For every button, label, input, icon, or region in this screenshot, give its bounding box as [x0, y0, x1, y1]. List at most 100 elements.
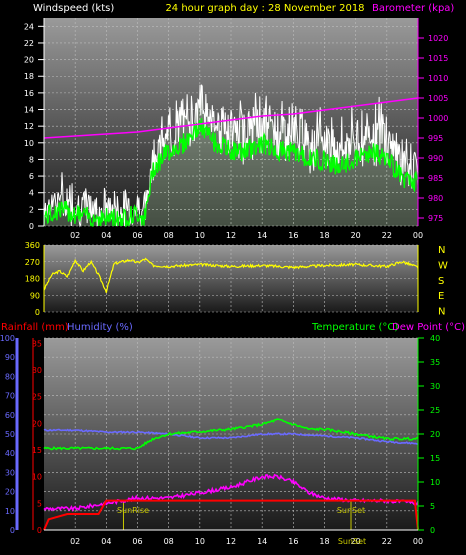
- wind-x-tick: 10: [195, 231, 205, 240]
- humidity-y-tick: 80: [5, 372, 15, 381]
- series-barometer: [43, 97, 419, 139]
- direction-y-tick: 270: [25, 258, 40, 267]
- temperature-y-tick: 15: [430, 454, 440, 463]
- humidity-y-tick: 70: [5, 392, 15, 401]
- humidity-y-tick: 30: [5, 468, 15, 477]
- wind-y-tick: 18: [24, 72, 34, 81]
- temperature-axis-title: Temperature (°C): [311, 322, 398, 333]
- wind-y-tick: 22: [24, 39, 34, 48]
- series-wind-average: [43, 118, 419, 228]
- rainfall-y-tick: 15: [32, 446, 42, 455]
- lower-x-tick: 08: [164, 537, 174, 546]
- barometer-y-tick: 1000: [428, 114, 448, 123]
- rainfall-y-tick: 30: [32, 366, 42, 375]
- wind-x-tick: 12: [226, 231, 236, 240]
- barometer-axis-title: Barometer (kpa): [372, 3, 454, 14]
- rainfall-y-tick: 20: [32, 419, 42, 428]
- barometer-y-tick: 1015: [428, 54, 448, 63]
- rainfall-y-tick: 5: [37, 499, 42, 508]
- humidity-axis-title: Humidity (%): [67, 322, 133, 333]
- barometer-y-tick: 975: [428, 214, 443, 223]
- wind-x-tick: 08: [164, 231, 174, 240]
- wind-y-tick: 14: [24, 106, 34, 115]
- temperature-y-tick: 20: [430, 430, 440, 439]
- direction-y-tick: 90: [30, 291, 40, 300]
- lower-x-tick: 00: [413, 537, 423, 546]
- lower-x-tick: 12: [226, 537, 236, 546]
- humidity-y-tick: 40: [5, 449, 15, 458]
- wind-x-tick: 06: [132, 231, 142, 240]
- temperature-y-tick: 25: [430, 406, 440, 415]
- rainfall-y-tick: 35: [32, 339, 42, 348]
- temperature-y-tick: 5: [430, 502, 435, 511]
- humidity-y-tick: 100: [0, 334, 15, 343]
- humidity-y-tick: 0: [10, 526, 15, 535]
- rainfall-y-tick: 0: [37, 526, 42, 535]
- barometer-y-tick: 980: [428, 194, 443, 203]
- temperature-y-tick: 0: [430, 526, 435, 535]
- wind-x-tick: 20: [351, 231, 361, 240]
- wind-y-tick: 6: [29, 172, 34, 181]
- barometer-y-tick: 985: [428, 174, 443, 183]
- compass-label: S: [438, 276, 444, 287]
- wind-y-tick: 20: [24, 56, 34, 65]
- lower-x-tick: 16: [288, 537, 298, 546]
- wind-x-tick: 16: [288, 231, 298, 240]
- wind-y-tick: 16: [24, 89, 34, 98]
- rainfall-y-tick: 25: [32, 393, 42, 402]
- wind-x-tick: 04: [101, 231, 111, 240]
- humidity-y-tick: 90: [5, 353, 15, 362]
- lower-x-tick: 20: [351, 537, 361, 546]
- wind-y-tick: 12: [24, 122, 34, 131]
- series-humidity: [43, 428, 419, 445]
- wind-y-tick: 10: [24, 139, 34, 148]
- rainfall-y-tick: 10: [32, 473, 42, 482]
- rainfall-axis-title: Rainfall (mm): [1, 322, 69, 333]
- series-wind-direction: [43, 257, 419, 293]
- humidity-y-tick: 20: [5, 488, 15, 497]
- wind-x-tick: 14: [257, 231, 267, 240]
- wind-x-tick: 22: [382, 231, 392, 240]
- lower-x-tick: 18: [319, 537, 329, 546]
- lower-x-tick: 02: [70, 537, 80, 546]
- series-dewpoint: [43, 473, 419, 512]
- wind-y-tick: 2: [29, 205, 34, 214]
- compass-label: N: [438, 245, 445, 256]
- wind-x-tick: 18: [319, 231, 329, 240]
- barometer-y-tick: 1005: [428, 94, 448, 103]
- series-rainfall: [43, 499, 419, 531]
- direction-y-tick: 180: [25, 275, 40, 284]
- wind-y-tick: 4: [29, 189, 34, 198]
- humidity-y-tick: 60: [5, 411, 15, 420]
- compass-label: W: [438, 260, 448, 271]
- lower-x-tick: 06: [132, 537, 142, 546]
- wind-x-tick: 02: [70, 231, 80, 240]
- humidity-y-tick: 50: [5, 430, 15, 439]
- temperature-y-tick: 10: [430, 478, 440, 487]
- sunset-label: SunSet: [337, 506, 365, 515]
- wind-y-tick: 8: [29, 155, 34, 164]
- wind-y-tick: 0: [29, 222, 34, 231]
- lower-x-tick: 04: [101, 537, 111, 546]
- lower-x-tick: 22: [382, 537, 392, 546]
- wind-x-tick: 00: [413, 231, 423, 240]
- humidity-y-tick: 10: [5, 507, 15, 516]
- temperature-y-tick: 35: [430, 358, 440, 367]
- temperature-y-tick: 30: [430, 382, 440, 391]
- direction-y-tick: 360: [25, 241, 40, 250]
- barometer-y-tick: 1020: [428, 34, 448, 43]
- dewpoint-axis-title: Dew Point (°C): [392, 322, 465, 333]
- lower-x-tick: 14: [257, 537, 267, 546]
- compass-label: E: [438, 291, 444, 302]
- wind-axis-title: Windspeed (kts): [33, 3, 114, 14]
- chart-title: 24 hour graph day : 28 November 2018: [165, 3, 364, 14]
- temperature-y-tick: 40: [430, 334, 440, 343]
- series-temperature: [43, 418, 419, 451]
- barometer-y-tick: 990: [428, 154, 443, 163]
- sunset-axis-label: SunSet: [338, 537, 366, 546]
- barometer-y-tick: 995: [428, 134, 443, 143]
- sunrise-label: SunRise: [117, 506, 149, 515]
- wind-y-tick: 24: [24, 22, 34, 31]
- lower-x-tick: 10: [195, 537, 205, 546]
